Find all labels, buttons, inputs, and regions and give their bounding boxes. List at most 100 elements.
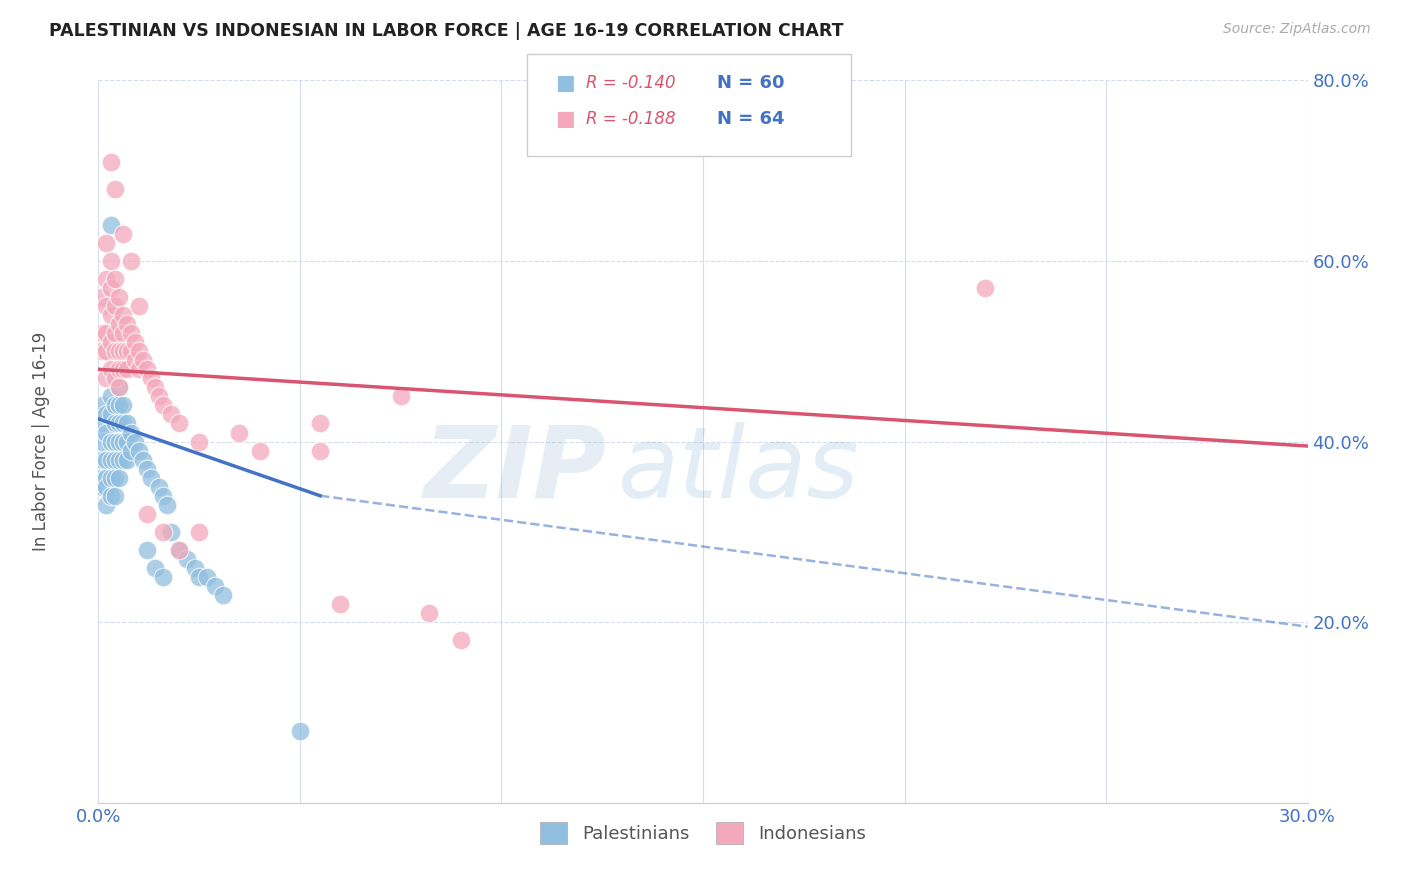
Text: ZIP: ZIP [423, 422, 606, 519]
Point [103, 299, 125, 313]
Point [103, 182, 125, 196]
Point [148, 389, 170, 403]
Point [103, 398, 125, 412]
Point [96, 371, 118, 385]
Point [103, 434, 125, 449]
Point [107, 344, 129, 359]
Point [91, 452, 114, 467]
Point [107, 380, 129, 394]
Point [100, 154, 122, 169]
Point [143, 380, 166, 394]
Point [107, 317, 129, 331]
Text: R = -0.188: R = -0.188 [586, 110, 676, 128]
Text: R = -0.140: R = -0.140 [586, 74, 676, 92]
Point [100, 434, 122, 449]
Point [91, 480, 114, 494]
Point [188, 524, 211, 539]
Point [204, 579, 226, 593]
Point [124, 335, 146, 350]
Point [96, 425, 118, 440]
Point [152, 570, 174, 584]
Point [111, 452, 134, 467]
Point [96, 272, 118, 286]
Point [107, 398, 129, 412]
Point [135, 461, 157, 475]
Point [132, 452, 155, 467]
Point [107, 380, 129, 394]
Point [111, 308, 134, 322]
Text: ■: ■ [555, 109, 575, 128]
Point [111, 417, 134, 431]
Point [974, 281, 997, 295]
Point [167, 417, 190, 431]
Point [103, 344, 125, 359]
Point [160, 524, 183, 539]
Point [96, 299, 118, 313]
Point [249, 443, 271, 458]
Point [132, 353, 155, 368]
Point [418, 606, 440, 620]
Text: N = 64: N = 64 [717, 110, 785, 128]
Legend: Palestinians, Indonesians: Palestinians, Indonesians [533, 815, 873, 852]
Text: atlas: atlas [619, 422, 860, 519]
Point [195, 570, 218, 584]
Point [103, 489, 125, 503]
Point [111, 434, 134, 449]
Point [100, 308, 122, 322]
Point [128, 443, 150, 458]
Point [111, 398, 134, 412]
Point [100, 489, 122, 503]
Point [91, 326, 114, 340]
Point [450, 633, 472, 648]
Point [103, 452, 125, 467]
Point [135, 542, 157, 557]
Point [100, 408, 122, 422]
Text: ■: ■ [555, 73, 575, 93]
Point [107, 471, 129, 485]
Point [96, 471, 118, 485]
Point [107, 452, 129, 467]
Point [103, 417, 125, 431]
Point [124, 353, 146, 368]
Point [128, 344, 150, 359]
Point [107, 434, 129, 449]
Point [91, 434, 114, 449]
Point [115, 452, 138, 467]
Point [96, 452, 118, 467]
Point [188, 570, 211, 584]
Point [120, 443, 142, 458]
Point [184, 561, 207, 575]
Point [96, 480, 118, 494]
Point [160, 408, 183, 422]
Point [389, 389, 412, 403]
Point [120, 344, 142, 359]
Point [115, 317, 138, 331]
Text: Source: ZipAtlas.com: Source: ZipAtlas.com [1223, 22, 1371, 37]
Point [111, 344, 134, 359]
Point [111, 362, 134, 376]
Text: N = 60: N = 60 [717, 74, 785, 92]
Point [103, 272, 125, 286]
Point [100, 389, 122, 403]
Point [176, 552, 198, 566]
Point [120, 254, 142, 268]
Point [124, 434, 146, 449]
Text: PALESTINIAN VS INDONESIAN IN LABOR FORCE | AGE 16-19 CORRELATION CHART: PALESTINIAN VS INDONESIAN IN LABOR FORCE… [49, 22, 844, 40]
Point [115, 362, 138, 376]
Point [91, 471, 114, 485]
Point [103, 471, 125, 485]
Point [107, 417, 129, 431]
Y-axis label: In Labor Force | Age 16-19: In Labor Force | Age 16-19 [32, 332, 49, 551]
Point [96, 498, 118, 512]
Point [329, 597, 352, 611]
Point [91, 344, 114, 359]
Point [100, 254, 122, 268]
Point [100, 452, 122, 467]
Point [115, 417, 138, 431]
Point [107, 362, 129, 376]
Point [167, 542, 190, 557]
Point [148, 480, 170, 494]
Point [103, 371, 125, 385]
Point [167, 542, 190, 557]
Point [100, 471, 122, 485]
